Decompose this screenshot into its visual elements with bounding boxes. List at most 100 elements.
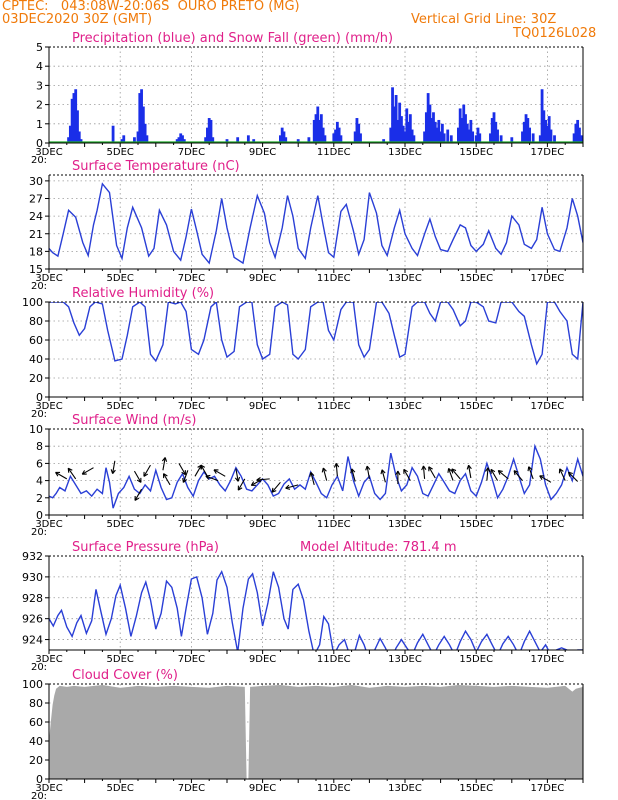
- y-tick-label: 15: [29, 263, 43, 276]
- precip-bar: [77, 131, 81, 143]
- precip-bar: [499, 135, 503, 143]
- wind-arrow-shaft: [205, 475, 219, 482]
- precip-bar: [318, 119, 321, 143]
- wind-arrow: [527, 466, 534, 480]
- wind-arrow-head: [397, 470, 401, 476]
- precip-bar: [319, 114, 323, 143]
- wind-arrow-shaft: [422, 465, 426, 479]
- wind-arrow: [539, 475, 552, 483]
- wind-arrow-shaft: [194, 464, 202, 477]
- x-tick-label: 17DEC: [531, 654, 565, 665]
- wind-arrow: [490, 468, 499, 481]
- precip-bar: [394, 95, 398, 143]
- y-tick-label: 2: [36, 99, 43, 112]
- x-tick-label: 13DEC: [388, 147, 422, 158]
- precip-bar: [546, 125, 549, 143]
- y-tick-label: 20: [29, 754, 43, 767]
- wind-arrow-head: [81, 470, 86, 475]
- precip-bar: [334, 129, 337, 143]
- precip-bar: [446, 129, 450, 143]
- precip-bar: [179, 133, 183, 143]
- panel-title: Relative Humidity (%): [72, 286, 214, 301]
- wind-arrow-shaft: [381, 469, 386, 483]
- y-tick-label: 3: [36, 79, 43, 92]
- precip-bar: [457, 127, 460, 143]
- x-tick-label: 9DEC: [249, 519, 276, 530]
- precip-bar: [282, 131, 286, 143]
- panel-title: Surface Temperature (nC): [72, 159, 240, 174]
- precip-bar: [357, 123, 361, 143]
- precip-bar: [410, 129, 414, 143]
- precip-bar: [136, 131, 140, 143]
- x-tick-label: 7DEC: [178, 519, 205, 530]
- wind-arrow-head: [67, 467, 73, 471]
- precip-bar: [430, 118, 434, 143]
- precip-bar: [207, 118, 211, 143]
- wind-arrow-head: [238, 487, 243, 491]
- y-tick-label: 0: [36, 137, 43, 150]
- precip-bar: [458, 108, 462, 143]
- x-tick-label: 5DEC: [107, 401, 134, 412]
- wind-arrow-head: [513, 470, 516, 476]
- wind-arrow-head: [350, 468, 353, 474]
- precip-bar: [70, 98, 74, 143]
- wind-arrow-head: [112, 469, 116, 474]
- wind-arrow-shaft: [310, 472, 315, 486]
- wind-arrow: [558, 468, 566, 481]
- wind-arrow-head: [143, 473, 149, 477]
- wind-arrow-head: [322, 467, 327, 472]
- series-line: [49, 443, 583, 509]
- x-tick-label: 13DEC: [388, 273, 422, 284]
- precip-bar: [145, 135, 149, 143]
- wind-arrow-head: [134, 497, 140, 501]
- wind-arrow-shaft: [285, 484, 299, 489]
- precip-bar: [284, 137, 288, 143]
- precip-bar: [398, 102, 402, 143]
- wind-arrow-head: [567, 472, 571, 477]
- wind-arrow: [451, 468, 461, 480]
- series-line: [49, 302, 583, 366]
- wind-arrow-shaft: [513, 470, 523, 481]
- precip-bar: [246, 135, 250, 143]
- wind-arrow: [143, 464, 151, 477]
- wind-arrow: [256, 477, 270, 483]
- wind-arrow-head: [182, 477, 184, 483]
- precip-bar: [494, 121, 498, 143]
- wind-arrow-shaft: [134, 488, 143, 501]
- wind-arrow-head: [485, 467, 489, 472]
- x-tick-label: 15DEC: [459, 654, 493, 665]
- wind-arrow-head: [380, 469, 383, 475]
- precip-bar: [312, 119, 316, 143]
- y-tick-label: 928: [22, 592, 43, 605]
- panel-title: Surface Pressure (hPa): [72, 540, 219, 555]
- precip-bar: [540, 89, 544, 143]
- precip-bar: [359, 133, 362, 143]
- wind-arrow: [237, 478, 246, 491]
- wind-arrow-head: [451, 468, 457, 472]
- precip-bar: [332, 133, 336, 143]
- precip-bar: [140, 89, 143, 143]
- precip-bar: [175, 139, 179, 143]
- y-tick-label: 926: [22, 613, 43, 626]
- precip-bar: [433, 121, 437, 143]
- y-tick-label: 0: [36, 391, 43, 404]
- y-tick-label: 27: [29, 193, 43, 206]
- wind-arrow-shaft: [182, 470, 189, 483]
- wind-arrow: [81, 467, 94, 475]
- wind-arrow: [428, 466, 436, 479]
- panel-2: [45, 301, 584, 401]
- wind-arrow-shaft: [112, 460, 116, 474]
- x-tick-label: 17DEC: [531, 147, 565, 158]
- series-line: [49, 182, 583, 265]
- wind-arrow-shaft: [351, 468, 356, 482]
- wind-arrow-head: [513, 470, 519, 473]
- precip-bar: [439, 131, 442, 143]
- y-tick-label: 100: [22, 678, 43, 691]
- precip-bar: [547, 116, 551, 143]
- x-tick-label: 7DEC: [178, 147, 205, 158]
- precip-bar: [423, 131, 426, 143]
- wind-arrow: [55, 471, 68, 480]
- x-tick-label: 7DEC: [178, 783, 205, 794]
- x-year-label: 20:: [31, 791, 47, 800]
- precip-bar: [405, 108, 409, 143]
